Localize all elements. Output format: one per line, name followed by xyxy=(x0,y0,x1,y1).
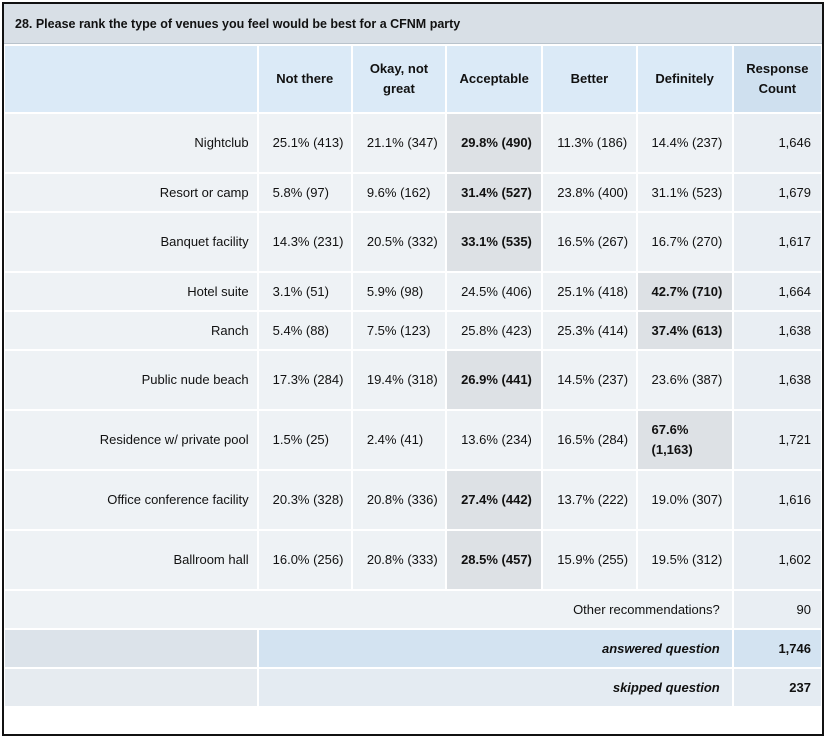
header-acceptable: Acceptable xyxy=(447,46,542,112)
response-count-cell: 1,664 xyxy=(733,273,821,310)
response-count-cell: 1,616 xyxy=(733,471,821,529)
header-row: Not there Okay, not great Acceptable Bet… xyxy=(5,46,821,112)
row-label: Resort or camp xyxy=(5,174,257,211)
answered-question-value: 1,746 xyxy=(733,630,821,667)
summary-blank xyxy=(5,669,257,706)
highlighted-cell: 29.8% (490) xyxy=(447,114,542,172)
response-count-cell: 1,638 xyxy=(733,351,821,409)
table-row: Residence w/ private pool 1.5% (25) 2.4%… xyxy=(5,411,821,469)
table-row: Ranch 5.4% (88) 7.5% (123) 25.8% (423) 2… xyxy=(5,312,821,349)
summary-blank xyxy=(5,630,257,667)
highlighted-cell: 67.6% (1,163) xyxy=(637,411,732,469)
table-cell: 16.0% (256) xyxy=(258,531,351,589)
table-row: Nightclub 25.1% (413) 21.1% (347) 29.8% … xyxy=(5,114,821,172)
table-cell: 25.1% (413) xyxy=(258,114,351,172)
table-cell: 23.8% (400) xyxy=(543,174,636,211)
table-cell: 16.7% (270) xyxy=(637,213,732,271)
response-count-cell: 1,721 xyxy=(733,411,821,469)
table-cell: 25.8% (423) xyxy=(447,312,542,349)
table-cell: 11.3% (186) xyxy=(543,114,636,172)
table-cell: 20.8% (336) xyxy=(352,471,446,529)
table-cell: 15.9% (255) xyxy=(543,531,636,589)
table-cell: 20.8% (333) xyxy=(352,531,446,589)
row-label: Office conference facility xyxy=(5,471,257,529)
highlighted-cell: 28.5% (457) xyxy=(447,531,542,589)
answered-question-label: answered question xyxy=(258,630,732,667)
question-title: 28. Please rank the type of venues you f… xyxy=(4,4,822,44)
skipped-question-value: 237 xyxy=(733,669,821,706)
row-label: Ranch xyxy=(5,312,257,349)
table-cell: 19.4% (318) xyxy=(352,351,446,409)
highlighted-cell: 31.4% (527) xyxy=(447,174,542,211)
header-definitely: Definitely xyxy=(637,46,732,112)
results-table: Not there Okay, not great Acceptable Bet… xyxy=(3,44,823,708)
header-blank xyxy=(5,46,257,112)
table-cell: 5.9% (98) xyxy=(352,273,446,310)
answered-question-row: answered question 1,746 xyxy=(5,630,821,667)
row-label: Hotel suite xyxy=(5,273,257,310)
other-recommendations-row: Other recommendations? 90 xyxy=(5,591,821,628)
response-count-cell: 1,679 xyxy=(733,174,821,211)
header-not-there: Not there xyxy=(258,46,351,112)
row-label: Banquet facility xyxy=(5,213,257,271)
table-cell: 3.1% (51) xyxy=(258,273,351,310)
table-row: Public nude beach 17.3% (284) 19.4% (318… xyxy=(5,351,821,409)
table-cell: 21.1% (347) xyxy=(352,114,446,172)
table-cell: 25.1% (418) xyxy=(543,273,636,310)
table-row: Banquet facility 14.3% (231) 20.5% (332)… xyxy=(5,213,821,271)
table-row: Resort or camp 5.8% (97) 9.6% (162) 31.4… xyxy=(5,174,821,211)
highlighted-cell: 42.7% (710) xyxy=(637,273,732,310)
skipped-question-label: skipped question xyxy=(258,669,732,706)
response-count-cell: 1,617 xyxy=(733,213,821,271)
table-cell: 24.5% (406) xyxy=(447,273,542,310)
table-cell: 17.3% (284) xyxy=(258,351,351,409)
table-cell: 31.1% (523) xyxy=(637,174,732,211)
table-row: Ballroom hall 16.0% (256) 20.8% (333) 28… xyxy=(5,531,821,589)
table-cell: 13.7% (222) xyxy=(543,471,636,529)
highlighted-cell: 33.1% (535) xyxy=(447,213,542,271)
table-cell: 14.3% (231) xyxy=(258,213,351,271)
table-row: Office conference facility 20.3% (328) 2… xyxy=(5,471,821,529)
table-cell: 14.4% (237) xyxy=(637,114,732,172)
response-count-cell: 1,638 xyxy=(733,312,821,349)
table-cell: 1.5% (25) xyxy=(258,411,351,469)
other-recommendations-label: Other recommendations? xyxy=(5,591,732,628)
row-label: Residence w/ private pool xyxy=(5,411,257,469)
row-label: Nightclub xyxy=(5,114,257,172)
other-recommendations-count: 90 xyxy=(733,591,821,628)
table-cell: 19.0% (307) xyxy=(637,471,732,529)
table-cell: 7.5% (123) xyxy=(352,312,446,349)
table-cell: 20.5% (332) xyxy=(352,213,446,271)
table-cell: 5.4% (88) xyxy=(258,312,351,349)
highlighted-cell: 27.4% (442) xyxy=(447,471,542,529)
response-count-cell: 1,602 xyxy=(733,531,821,589)
table-cell: 13.6% (234) xyxy=(447,411,542,469)
table-cell: 16.5% (267) xyxy=(543,213,636,271)
table-cell: 16.5% (284) xyxy=(543,411,636,469)
row-label: Public nude beach xyxy=(5,351,257,409)
table-row: Hotel suite 3.1% (51) 5.9% (98) 24.5% (4… xyxy=(5,273,821,310)
highlighted-cell: 26.9% (441) xyxy=(447,351,542,409)
header-okay-not-great: Okay, not great xyxy=(352,46,446,112)
table-cell: 23.6% (387) xyxy=(637,351,732,409)
header-better: Better xyxy=(543,46,636,112)
row-label: Ballroom hall xyxy=(5,531,257,589)
table-cell: 2.4% (41) xyxy=(352,411,446,469)
table-cell: 20.3% (328) xyxy=(258,471,351,529)
table-cell: 9.6% (162) xyxy=(352,174,446,211)
highlighted-cell: 37.4% (613) xyxy=(637,312,732,349)
skipped-question-row: skipped question 237 xyxy=(5,669,821,706)
header-response-count: Response Count xyxy=(733,46,821,112)
table-cell: 5.8% (97) xyxy=(258,174,351,211)
table-cell: 14.5% (237) xyxy=(543,351,636,409)
response-count-cell: 1,646 xyxy=(733,114,821,172)
table-cell: 19.5% (312) xyxy=(637,531,732,589)
table-cell: 25.3% (414) xyxy=(543,312,636,349)
